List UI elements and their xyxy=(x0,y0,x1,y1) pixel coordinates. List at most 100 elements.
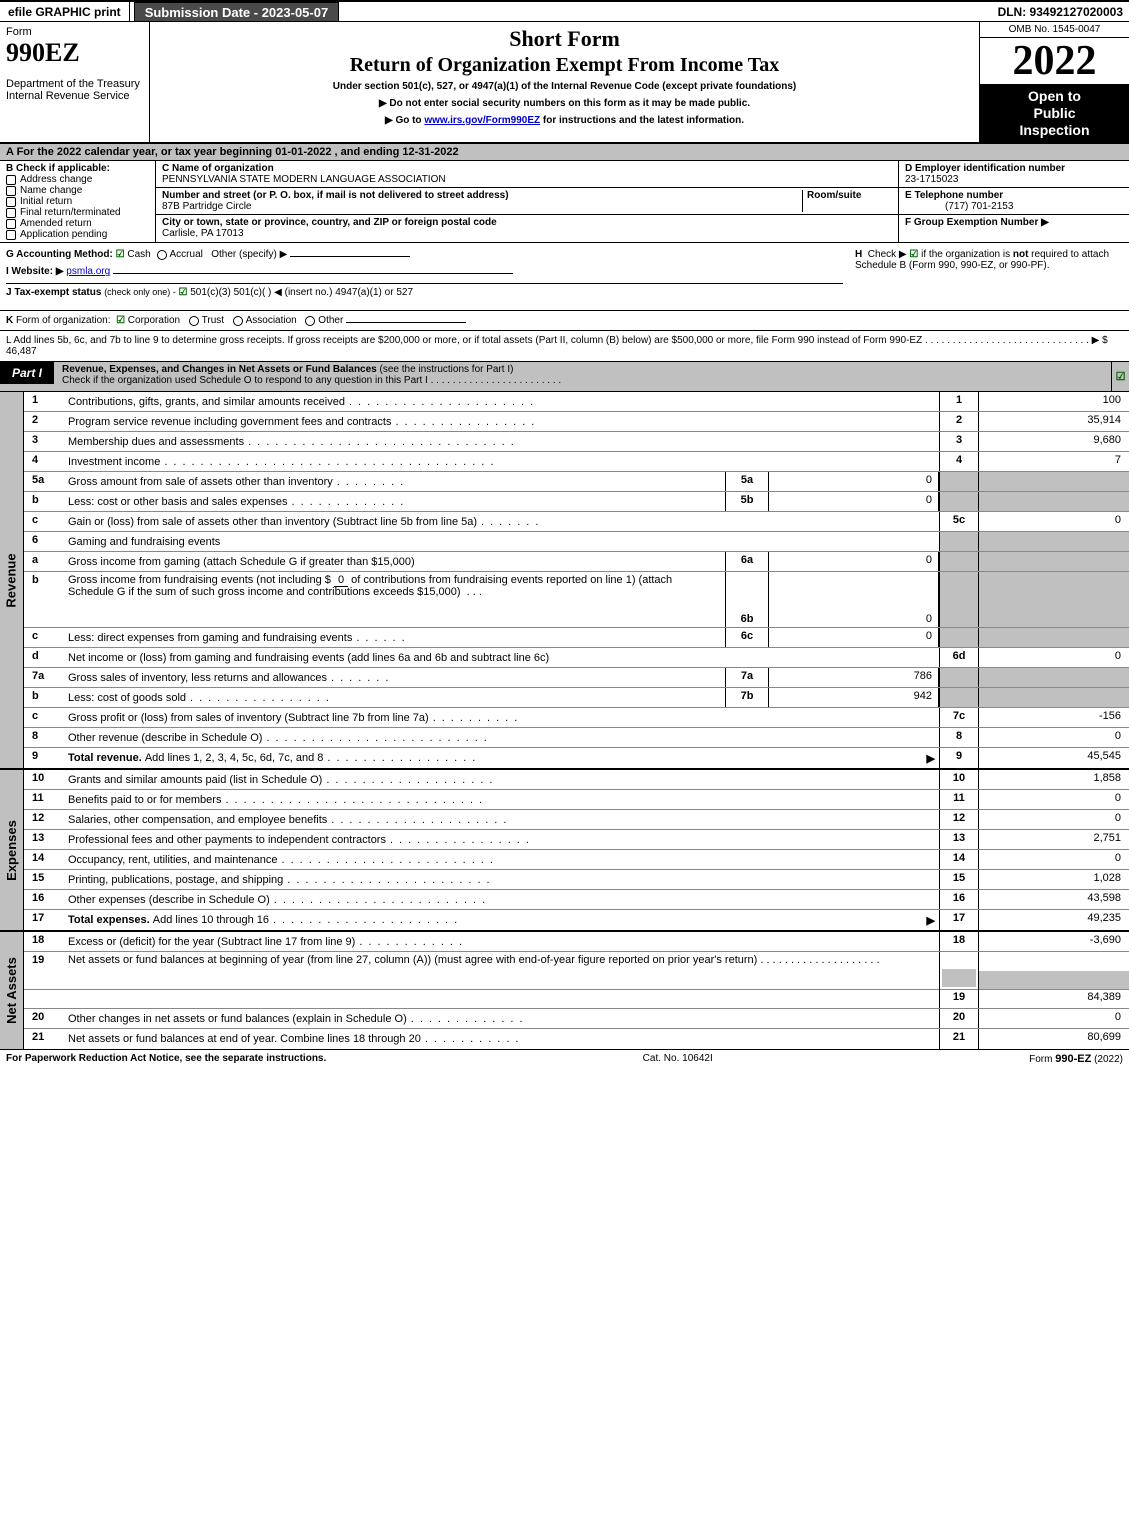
form-title-section: Form 990EZ Department of the Treasury In… xyxy=(0,22,1129,144)
label-application-pending: Application pending xyxy=(20,229,107,240)
part-i-note: (see the instructions for Part I) xyxy=(380,364,514,375)
checkbox-amended-return[interactable]: Amended return xyxy=(6,218,149,229)
line-5b-desc: Less: cost or other basis and sales expe… xyxy=(68,496,288,508)
line-19-amount: 84,389 xyxy=(979,989,1129,1008)
line-19b: 19 84,389 xyxy=(24,989,1129,1009)
check-icon-501c3: ☑ xyxy=(179,287,188,298)
line-6d-box: 6d xyxy=(939,648,979,667)
footer-left: For Paperwork Reduction Act Notice, see … xyxy=(6,1053,326,1065)
radio-trust[interactable] xyxy=(189,316,199,326)
line-14-box: 14 xyxy=(939,850,979,869)
line-3-box: 3 xyxy=(939,432,979,451)
line-7a-box-gray xyxy=(939,668,979,687)
line-15-num: 15 xyxy=(24,870,64,889)
checkbox-initial-return[interactable]: Initial return xyxy=(6,196,149,207)
line-10: 10 Grants and similar amounts paid (list… xyxy=(24,770,1129,790)
line-12-box: 12 xyxy=(939,810,979,829)
org-name-value: PENNSYLVANIA STATE MODERN LANGUAGE ASSOC… xyxy=(162,174,446,185)
line-6d-num: d xyxy=(24,648,64,667)
website-row: I Website: ▶ psmla.org xyxy=(6,266,843,277)
box-b-header: B Check if applicable: xyxy=(6,163,149,174)
checkbox-final-return[interactable]: Final return/terminated xyxy=(6,207,149,218)
line-17-amount: 49,235 xyxy=(979,910,1129,930)
line-6c: c Less: direct expenses from gaming and … xyxy=(24,628,1129,648)
radio-other[interactable] xyxy=(305,316,315,326)
line-20-num: 20 xyxy=(24,1009,64,1028)
footer-form-code: 990-EZ xyxy=(1055,1053,1091,1065)
arrow-icon: ▶ xyxy=(927,752,935,765)
line-7b-box-gray xyxy=(939,688,979,707)
street-label: Number and street (or P. O. box, if mail… xyxy=(162,190,509,201)
line-12: 12 Salaries, other compensation, and emp… xyxy=(24,810,1129,830)
line-17-box: 17 xyxy=(939,910,979,930)
radio-accrual[interactable] xyxy=(157,250,167,260)
line-16-amount: 43,598 xyxy=(979,890,1129,909)
line-7b-num: b xyxy=(24,688,64,707)
irs-link[interactable]: www.irs.gov/Form990EZ xyxy=(424,115,540,126)
box-c: C Name of organization PENNSYLVANIA STAT… xyxy=(155,161,899,242)
part-i-schedule-o-check[interactable]: ☑ xyxy=(1111,362,1129,391)
line-6a: a Gross income from gaming (attach Sched… xyxy=(24,552,1129,572)
line-14-num: 14 xyxy=(24,850,64,869)
line-6d: d Net income or (loss) from gaming and f… xyxy=(24,648,1129,668)
website-link[interactable]: psmla.org xyxy=(66,266,110,277)
line-13-box: 13 xyxy=(939,830,979,849)
line-6: 6 Gaming and fundraising events xyxy=(24,532,1129,552)
line-7c-num: c xyxy=(24,708,64,727)
line-7c-amount: -156 xyxy=(979,708,1129,727)
checkbox-address-change[interactable]: Address change xyxy=(6,174,149,185)
revenue-section: Revenue 1 Contributions, gifts, grants, … xyxy=(0,392,1129,770)
line-6b-amount-gray xyxy=(979,572,1129,627)
checkbox-name-change[interactable]: Name change xyxy=(6,185,149,196)
checkbox-application-pending[interactable]: Application pending xyxy=(6,229,149,240)
group-exemption-label: F Group Exemption Number ▶ xyxy=(905,217,1049,228)
line-8-box: 8 xyxy=(939,728,979,747)
net-assets-rows: 18 Excess or (deficit) for the year (Sub… xyxy=(24,932,1129,1049)
line-18-amount: -3,690 xyxy=(979,932,1129,951)
ein-row: D Employer identification number 23-1715… xyxy=(899,161,1129,188)
line-11-desc: Benefits paid to or for members xyxy=(68,794,221,806)
g-other-input[interactable] xyxy=(290,256,410,257)
line-5b-sub: 5b xyxy=(725,492,769,511)
line-15: 15 Printing, publications, postage, and … xyxy=(24,870,1129,890)
line-6b-subval: 0 xyxy=(769,572,939,627)
line-15-desc: Printing, publications, postage, and shi… xyxy=(68,874,283,886)
line-4-amount: 7 xyxy=(979,452,1129,471)
line-13: 13 Professional fees and other payments … xyxy=(24,830,1129,850)
radio-association[interactable] xyxy=(233,316,243,326)
line-6a-subval: 0 xyxy=(769,552,939,571)
other-org-input[interactable] xyxy=(346,322,466,323)
line-7a: 7a Gross sales of inventory, less return… xyxy=(24,668,1129,688)
line-7a-num: 7a xyxy=(24,668,64,687)
line-21-amount: 80,699 xyxy=(979,1029,1129,1049)
label-amended-return: Amended return xyxy=(20,218,92,229)
efile-print-button[interactable]: efile GRAPHIC print xyxy=(0,2,130,21)
omb-number: OMB No. 1545-0047 xyxy=(980,22,1129,38)
ein-value: 23-1715023 xyxy=(905,174,958,185)
note-ssn: ▶ Do not enter social security numbers o… xyxy=(158,98,971,109)
city-row: City or town, state or province, country… xyxy=(156,215,898,241)
footer-form-pre: Form xyxy=(1029,1054,1055,1065)
line-16-desc: Other expenses (describe in Schedule O) xyxy=(68,894,270,906)
line-20-box: 20 xyxy=(939,1009,979,1028)
line-19-amount-wrap xyxy=(979,952,1129,989)
check-icon: ☑ xyxy=(116,249,125,260)
revenue-rows: 1 Contributions, gifts, grants, and simi… xyxy=(24,392,1129,768)
expenses-side-label: Expenses xyxy=(0,770,24,930)
check-icon-corp: ☑ xyxy=(116,315,125,326)
ein-label: D Employer identification number xyxy=(905,163,1065,174)
line-19: 19 Net assets or fund balances at beginn… xyxy=(24,952,1129,990)
line-20-desc: Other changes in net assets or fund bala… xyxy=(68,1013,407,1025)
submission-date-button[interactable]: Submission Date - 2023-05-07 xyxy=(134,2,340,22)
box-def: D Employer identification number 23-1715… xyxy=(899,161,1129,242)
line-21-num: 21 xyxy=(24,1029,64,1049)
net-assets-side-label: Net Assets xyxy=(0,932,24,1049)
line-5c-desc: Gain or (loss) from sale of assets other… xyxy=(68,516,477,528)
g-accrual: Accrual xyxy=(170,249,203,260)
line-5a-desc: Gross amount from sale of assets other t… xyxy=(68,476,333,488)
line-5b-amount-gray xyxy=(979,492,1129,511)
line-6b: b Gross income from fundraising events (… xyxy=(24,572,1129,628)
line-14: 14 Occupancy, rent, utilities, and maint… xyxy=(24,850,1129,870)
line-1: 1 Contributions, gifts, grants, and simi… xyxy=(24,392,1129,412)
line-7a-sub: 7a xyxy=(725,668,769,687)
